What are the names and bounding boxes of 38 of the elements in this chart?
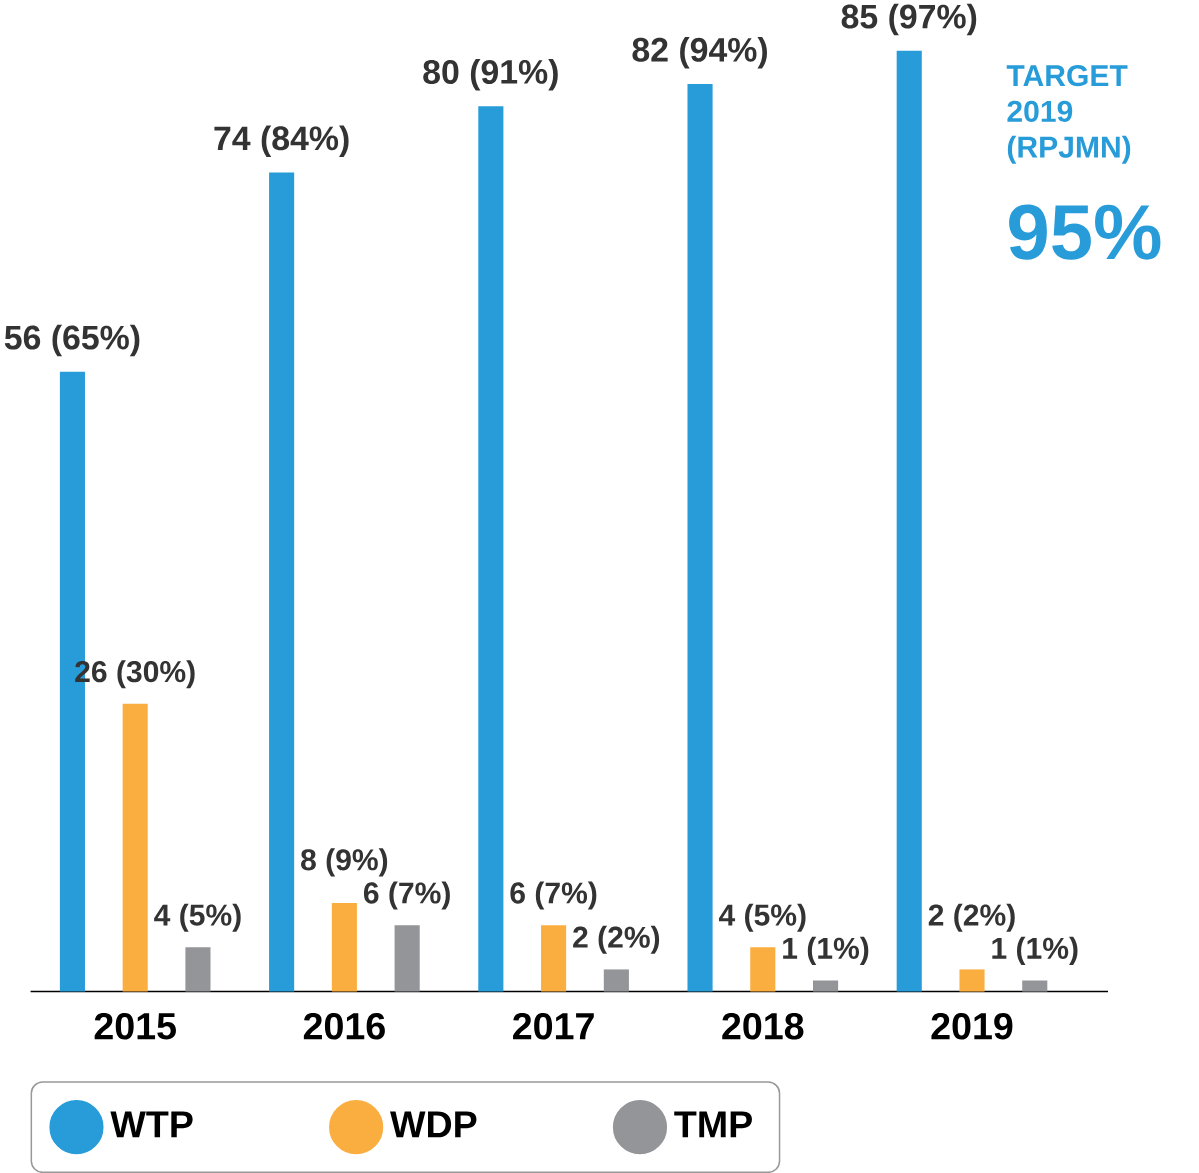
data-label: 80 (91%) [423, 59, 558, 91]
data-label: 82 (94%) [632, 36, 767, 69]
x-tick-label: 2017 [513, 1012, 594, 1040]
data-label: 2 (2%) [928, 903, 1015, 932]
legend-label: WDP [390, 1111, 477, 1138]
legend-label: WTP [110, 1111, 193, 1138]
x-tick-label: 2016 [303, 1012, 385, 1040]
bar [813, 980, 839, 992]
data-label: 56 (65%) [4, 324, 140, 357]
data-label: 1 (1%) [992, 936, 1078, 965]
annotation: TARGET 2019 (RPJMN) [1006, 64, 1131, 164]
bar [394, 925, 420, 992]
bar [896, 50, 922, 992]
data-label: 6 (7%) [510, 881, 597, 910]
data-label: 85 (97%) [841, 3, 977, 36]
legend-label: TMP [674, 1111, 752, 1138]
x-tick-label: 2019 [931, 1012, 1013, 1040]
bar [269, 172, 295, 992]
bar [1022, 980, 1048, 992]
annotation: 95% [1009, 204, 1161, 260]
data-label: 4 (5%) [718, 903, 806, 932]
bar [750, 947, 776, 992]
data-label: 2 (2%) [573, 925, 660, 954]
data-label: 74 (84%) [214, 125, 349, 157]
data-label: 1 (1%) [783, 936, 869, 965]
bar [541, 925, 567, 992]
x-tick-label: 2018 [722, 1012, 804, 1040]
x-tick-label: 2015 [94, 1012, 176, 1040]
bar [687, 84, 713, 992]
bar [959, 969, 985, 992]
data-label: 6 (7%) [363, 881, 450, 910]
bar [331, 902, 357, 992]
bar [122, 703, 148, 992]
bar [185, 947, 211, 992]
bar [478, 106, 504, 992]
data-label: 4 (5%) [154, 903, 241, 932]
bar [603, 969, 629, 992]
data-label: 8 (9%) [301, 848, 388, 877]
